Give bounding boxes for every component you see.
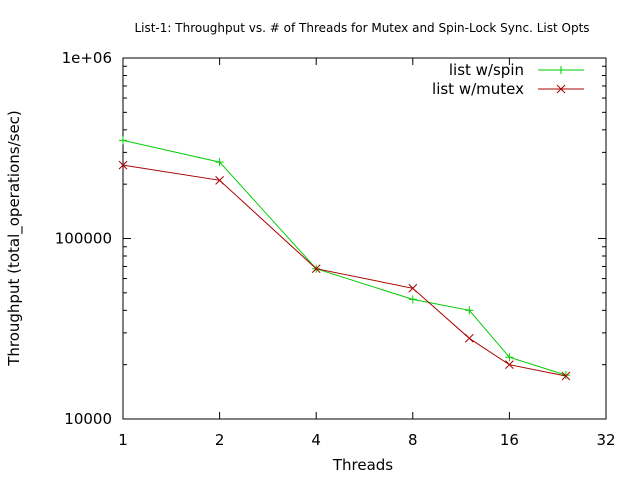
data-point [561, 371, 571, 381]
y-axis-label: Throughput (total_operations/sec) [5, 110, 24, 367]
x-tick-label: 32 [596, 431, 615, 449]
y-tick-label: 10000 [64, 410, 112, 428]
legend-marker [557, 66, 565, 74]
data-point [505, 360, 514, 370]
data-point [311, 264, 321, 274]
data-point [408, 295, 417, 304]
y-tick-label: 1e+06 [62, 49, 112, 67]
y-tick-label: 100000 [55, 230, 112, 248]
data-point [464, 333, 474, 343]
x-axis-label: Threads [332, 456, 393, 474]
legend-label: list w/mutex [432, 80, 524, 98]
x-tick-label: 1 [118, 431, 128, 449]
y-axis: 10000 100000 1e+06 [55, 49, 606, 428]
x-tick-label: 2 [215, 431, 225, 449]
x-axis: 1 2 4 8 16 32 [118, 58, 616, 449]
legend-marker [556, 84, 566, 94]
x-tick-label: 16 [500, 431, 519, 449]
chart-title: List-1: Throughput vs. # of Threads for … [134, 21, 589, 35]
data-point [465, 306, 474, 315]
series-line-2 [122, 164, 566, 377]
data-point [118, 160, 128, 170]
data-point [505, 353, 514, 362]
data-point [215, 158, 224, 167]
data-point [408, 283, 418, 293]
legend-label: list w/spin [449, 61, 524, 79]
x-tick-label: 8 [408, 431, 418, 449]
x-tick-label: 4 [311, 431, 321, 449]
data-point [215, 175, 224, 185]
series-layer [118, 136, 571, 381]
data-point [119, 136, 127, 145]
